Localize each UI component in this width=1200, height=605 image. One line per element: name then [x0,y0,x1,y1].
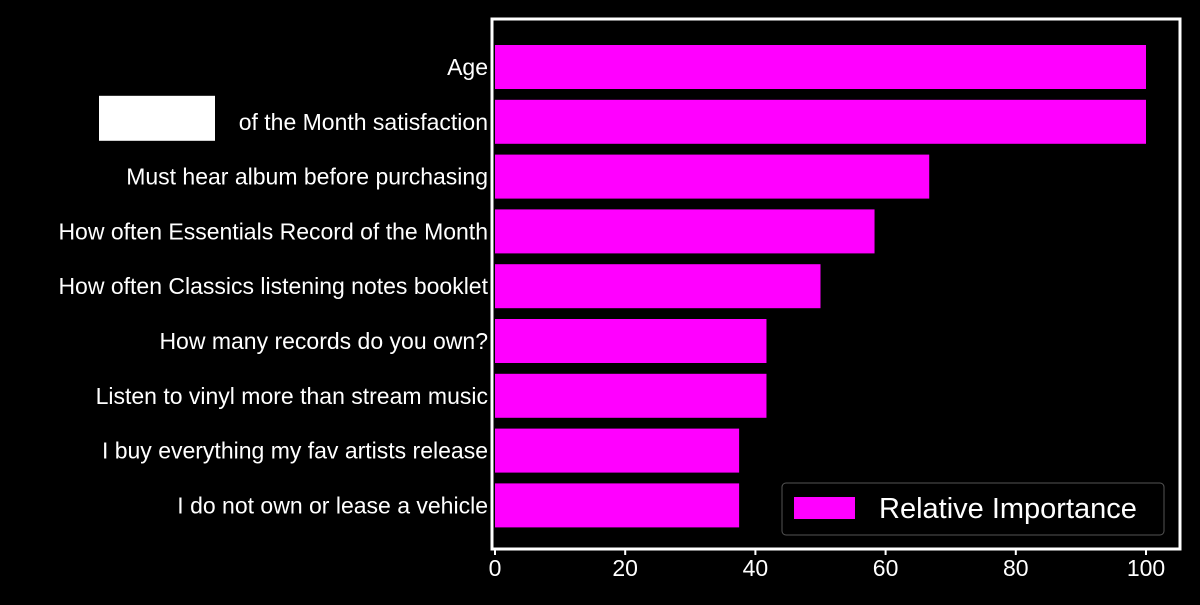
bar [495,428,740,473]
x-tick-label: 60 [873,555,899,581]
y-tick-label: I do not own or lease a vehicle [177,492,488,518]
legend-box [781,482,1165,536]
x-tick-label: 100 [1127,555,1165,581]
legend: Relative Importance [781,482,1165,536]
y-tick-label: How many records do you own? [159,328,488,354]
y-tick-label: Listen to vinyl more than stream music [96,383,488,409]
bar [495,373,767,418]
y-tick-label: How often Essentials Record of the Month [58,218,488,244]
bar [495,209,875,254]
x-tick-label: 20 [612,555,638,581]
legend-swatch [794,497,855,519]
y-tick-label: Age [447,54,488,80]
y-tick-label: How often Classics listening notes bookl… [58,273,488,299]
x-tick-label: 80 [1003,555,1029,581]
legend-label: Relative Importance [879,493,1137,525]
bar [495,45,1146,89]
y-tick-label: Must hear album before purchasing [126,164,488,190]
x-axis-ticks: 0 20 40 60 80 100 [489,549,1165,581]
y-tick-label: I buy everything my fav artists release [102,438,488,464]
bars-layer [495,45,1146,528]
bar [495,483,740,528]
y-tick-label: of the Month satisfaction [239,109,488,135]
y-tick-labels: Age of the Month satisfaction Must hear al… [58,54,488,518]
bar [495,154,930,199]
x-tick-label: 0 [489,555,502,581]
bar [495,99,1146,144]
bar [495,319,767,363]
x-tick-label: 40 [743,555,769,581]
axes-frame [490,17,1182,551]
bar [495,264,821,309]
redaction-box [99,95,215,141]
